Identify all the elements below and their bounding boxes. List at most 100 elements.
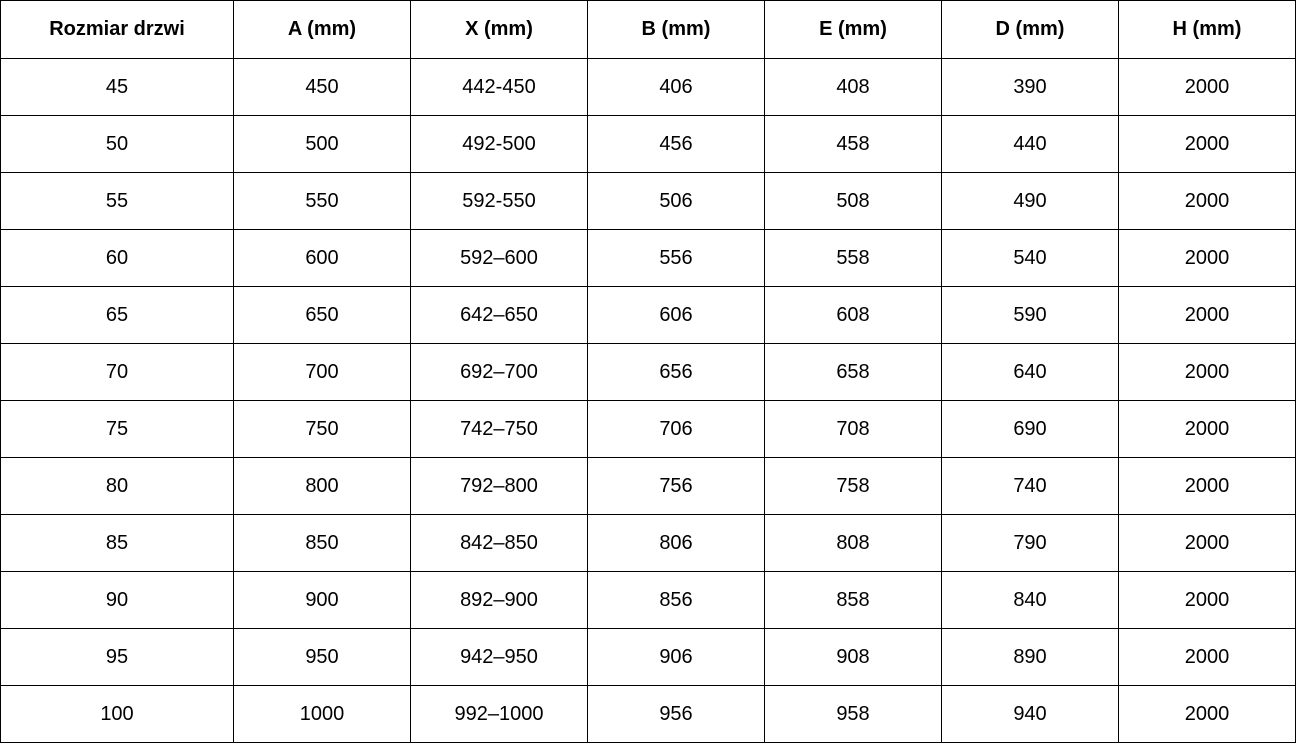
table-cell: 2000 xyxy=(1118,343,1296,401)
table-cell: 506 xyxy=(587,172,765,230)
table-cell: 792–800 xyxy=(410,457,588,515)
table-cell: 1000 xyxy=(233,685,411,743)
table-cell: 2000 xyxy=(1118,172,1296,230)
table-cell: 992–1000 xyxy=(410,685,588,743)
table-cell: 700 xyxy=(233,343,411,401)
table-cell: 2000 xyxy=(1118,58,1296,116)
table-cell: 900 xyxy=(233,571,411,629)
table-row: 50 500 492-500 456 458 440 2000 xyxy=(0,115,1296,173)
table-cell: 906 xyxy=(587,628,765,686)
table-cell: 590 xyxy=(941,286,1119,344)
table-row: 65 650 642–650 606 608 590 2000 xyxy=(0,286,1296,344)
table-cell: 80 xyxy=(0,457,234,515)
table-cell: 908 xyxy=(764,628,942,686)
table-cell: 508 xyxy=(764,172,942,230)
column-header: Rozmiar drzwi xyxy=(0,0,234,59)
table-cell: 858 xyxy=(764,571,942,629)
table-cell: 100 xyxy=(0,685,234,743)
table-cell: 490 xyxy=(941,172,1119,230)
table-cell: 742–750 xyxy=(410,400,588,458)
table-cell: 958 xyxy=(764,685,942,743)
table-cell: 2000 xyxy=(1118,229,1296,287)
table-cell: 842–850 xyxy=(410,514,588,572)
table-cell: 592–600 xyxy=(410,229,588,287)
table-cell: 456 xyxy=(587,115,765,173)
table-cell: 708 xyxy=(764,400,942,458)
table-row: 85 850 842–850 806 808 790 2000 xyxy=(0,514,1296,572)
table-cell: 2000 xyxy=(1118,457,1296,515)
table-cell: 890 xyxy=(941,628,1119,686)
table-cell: 942–950 xyxy=(410,628,588,686)
table-cell: 756 xyxy=(587,457,765,515)
table-cell: 2000 xyxy=(1118,115,1296,173)
table-row: 80 800 792–800 756 758 740 2000 xyxy=(0,457,1296,515)
table-cell: 640 xyxy=(941,343,1119,401)
table-cell: 550 xyxy=(233,172,411,230)
table-cell: 45 xyxy=(0,58,234,116)
column-header: X (mm) xyxy=(410,0,588,59)
table-cell: 740 xyxy=(941,457,1119,515)
table-header-row: Rozmiar drzwi A (mm) X (mm) B (mm) E (mm) D (… xyxy=(0,0,1296,59)
table-cell: 790 xyxy=(941,514,1119,572)
table-cell: 2000 xyxy=(1118,685,1296,743)
table-cell: 806 xyxy=(587,514,765,572)
column-header: H (mm) xyxy=(1118,0,1296,59)
table-cell: 2000 xyxy=(1118,400,1296,458)
table-cell: 650 xyxy=(233,286,411,344)
table-cell: 2000 xyxy=(1118,286,1296,344)
table-cell: 500 xyxy=(233,115,411,173)
table-cell: 442-450 xyxy=(410,58,588,116)
table-cell: 592-550 xyxy=(410,172,588,230)
table-cell: 758 xyxy=(764,457,942,515)
table-cell: 50 xyxy=(0,115,234,173)
table-cell: 2000 xyxy=(1118,514,1296,572)
table-cell: 458 xyxy=(764,115,942,173)
table-cell: 408 xyxy=(764,58,942,116)
table-cell: 706 xyxy=(587,400,765,458)
table-cell: 950 xyxy=(233,628,411,686)
table-cell: 956 xyxy=(587,685,765,743)
table-cell: 60 xyxy=(0,229,234,287)
table-cell: 2000 xyxy=(1118,628,1296,686)
table-cell: 750 xyxy=(233,400,411,458)
table-cell: 606 xyxy=(587,286,765,344)
table-cell: 940 xyxy=(941,685,1119,743)
table-cell: 642–650 xyxy=(410,286,588,344)
table-cell: 658 xyxy=(764,343,942,401)
column-header: A (mm) xyxy=(233,0,411,59)
table-cell: 90 xyxy=(0,571,234,629)
table-cell: 85 xyxy=(0,514,234,572)
table-cell: 450 xyxy=(233,58,411,116)
table-cell: 390 xyxy=(941,58,1119,116)
table-cell: 70 xyxy=(0,343,234,401)
table-row: 90 900 892–900 856 858 840 2000 xyxy=(0,571,1296,629)
table-row: 75 750 742–750 706 708 690 2000 xyxy=(0,400,1296,458)
column-header: D (mm) xyxy=(941,0,1119,59)
table-row: 60 600 592–600 556 558 540 2000 xyxy=(0,229,1296,287)
table-cell: 608 xyxy=(764,286,942,344)
table-row: 45 450 442-450 406 408 390 2000 xyxy=(0,58,1296,116)
table-cell: 800 xyxy=(233,457,411,515)
table-cell: 2000 xyxy=(1118,571,1296,629)
table-cell: 95 xyxy=(0,628,234,686)
table-row: 95 950 942–950 906 908 890 2000 xyxy=(0,628,1296,686)
table-cell: 840 xyxy=(941,571,1119,629)
table-cell: 55 xyxy=(0,172,234,230)
table-cell: 556 xyxy=(587,229,765,287)
column-header: E (mm) xyxy=(764,0,942,59)
table-cell: 690 xyxy=(941,400,1119,458)
table-row: 55 550 592-550 506 508 490 2000 xyxy=(0,172,1296,230)
table-cell: 600 xyxy=(233,229,411,287)
table-cell: 656 xyxy=(587,343,765,401)
table-row: 70 700 692–700 656 658 640 2000 xyxy=(0,343,1296,401)
table-cell: 808 xyxy=(764,514,942,572)
table-cell: 492-500 xyxy=(410,115,588,173)
table-cell: 540 xyxy=(941,229,1119,287)
table-cell: 892–900 xyxy=(410,571,588,629)
table-cell: 850 xyxy=(233,514,411,572)
column-header: B (mm) xyxy=(587,0,765,59)
table-cell: 692–700 xyxy=(410,343,588,401)
table-cell: 406 xyxy=(587,58,765,116)
table-cell: 75 xyxy=(0,400,234,458)
